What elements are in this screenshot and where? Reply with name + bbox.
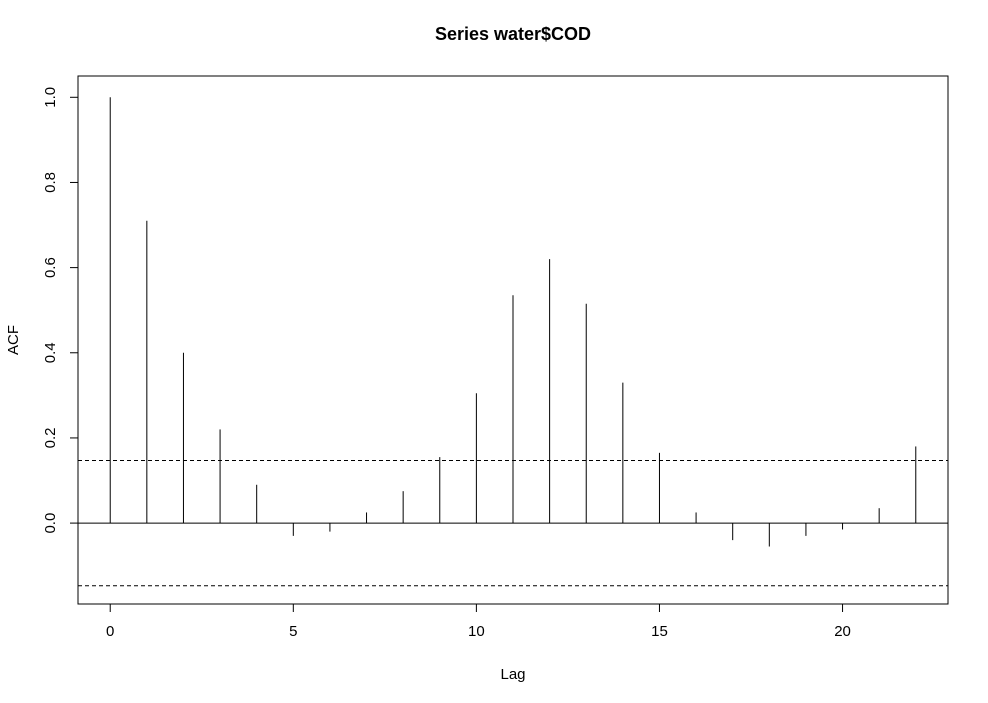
- acf-bars: [109, 97, 917, 547]
- x-tick-label-15: 15: [651, 623, 668, 640]
- x-tick-label-20: 20: [834, 623, 851, 640]
- y-axis-label: ACF: [5, 325, 22, 355]
- x-axis-label: Lag: [500, 666, 525, 683]
- x-tick-label-5: 5: [289, 623, 297, 640]
- y-tick-label-0.6: 0.6: [42, 257, 59, 278]
- x-tick-label-0: 0: [106, 623, 114, 640]
- y-tick-label-0.0: 0.0: [42, 513, 59, 534]
- y-tick-label-1.0: 1.0: [42, 87, 59, 108]
- y-tick-label-0.8: 0.8: [42, 172, 59, 193]
- x-tick-label-10: 10: [468, 623, 485, 640]
- y-tick-label-0.4: 0.4: [42, 342, 59, 363]
- x-axis: 0 5 10 15 20: [106, 603, 851, 640]
- chart-title: Series water$COD: [435, 24, 591, 44]
- y-axis: 0.0 0.2 0.4 0.6 0.8 1.0: [42, 87, 79, 534]
- y-tick-label-0.2: 0.2: [42, 428, 59, 449]
- reference-lines: [78, 460, 948, 587]
